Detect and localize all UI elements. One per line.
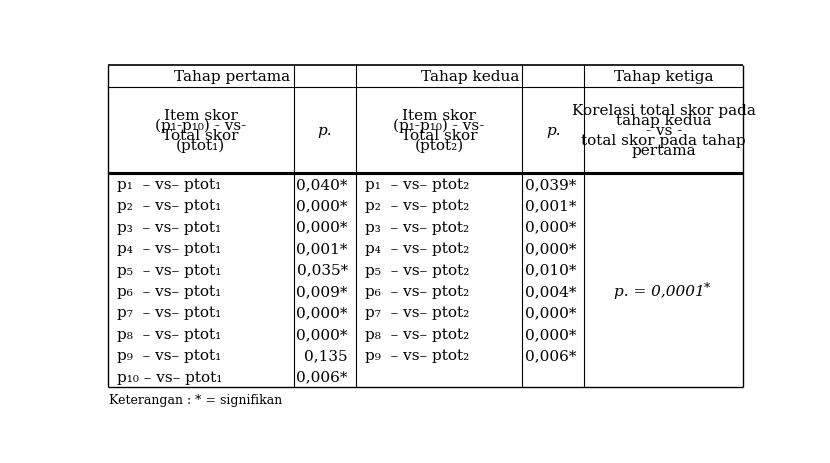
Text: p.: p. — [317, 124, 332, 138]
Text: Tahap pertama: Tahap pertama — [173, 70, 290, 84]
Text: Total skor: Total skor — [163, 129, 239, 143]
Text: p₇  – vs– ptot₁: p₇ – vs– ptot₁ — [117, 306, 221, 320]
Text: 0,000*: 0,000* — [525, 242, 577, 256]
Text: 0,000*: 0,000* — [525, 327, 577, 341]
Text: Tahap kedua: Tahap kedua — [421, 70, 519, 84]
Text: p₃  – vs– ptot₁: p₃ – vs– ptot₁ — [117, 220, 221, 234]
Text: 0,004*: 0,004* — [525, 284, 577, 298]
Text: p₆  – vs– ptot₁: p₆ – vs– ptot₁ — [117, 284, 221, 298]
Text: p₂  – vs– ptot₂: p₂ – vs– ptot₂ — [365, 199, 469, 213]
Text: 0,010*: 0,010* — [525, 263, 577, 277]
Text: (p₁-p₁₀) - vs-: (p₁-p₁₀) - vs- — [393, 119, 485, 133]
Text: 0,000*: 0,000* — [296, 306, 348, 320]
Text: 0,001*: 0,001* — [525, 199, 577, 213]
Text: p₇  – vs– ptot₂: p₇ – vs– ptot₂ — [365, 306, 469, 320]
Text: p₅  – vs– ptot₂: p₅ – vs– ptot₂ — [365, 263, 469, 277]
Text: 0,135: 0,135 — [305, 349, 348, 363]
Text: (p₁-p₁₀) - vs-: (p₁-p₁₀) - vs- — [155, 119, 247, 133]
Text: p₂  – vs– ptot₁: p₂ – vs– ptot₁ — [117, 199, 221, 213]
Text: p₄  – vs– ptot₁: p₄ – vs– ptot₁ — [117, 242, 221, 256]
Text: pertama: pertama — [632, 144, 696, 158]
Text: Tahap ketiga: Tahap ketiga — [614, 70, 714, 84]
Text: 0,000*: 0,000* — [525, 306, 577, 320]
Text: p₈  – vs– ptot₂: p₈ – vs– ptot₂ — [365, 327, 469, 341]
Text: p₈  – vs– ptot₁: p₈ – vs– ptot₁ — [117, 327, 221, 341]
Text: p₉  – vs– ptot₁: p₉ – vs– ptot₁ — [117, 349, 221, 363]
Text: p₁  – vs– ptot₁: p₁ – vs– ptot₁ — [117, 178, 221, 192]
Text: 0,000*: 0,000* — [296, 327, 348, 341]
Text: p₄  – vs– ptot₂: p₄ – vs– ptot₂ — [365, 242, 469, 256]
Text: - vs -: - vs - — [646, 124, 682, 138]
Text: p₅  – vs– ptot₁: p₅ – vs– ptot₁ — [117, 263, 222, 277]
Text: total skor pada tahap: total skor pada tahap — [581, 134, 746, 148]
Text: 0,000*: 0,000* — [296, 199, 348, 213]
Text: Korelasi total skor pada: Korelasi total skor pada — [572, 104, 755, 118]
Text: p₁  – vs– ptot₂: p₁ – vs– ptot₂ — [365, 178, 469, 192]
Text: p₆  – vs– ptot₂: p₆ – vs– ptot₂ — [365, 284, 469, 298]
Text: 0,006*: 0,006* — [525, 349, 577, 363]
Text: p₉  – vs– ptot₂: p₉ – vs– ptot₂ — [365, 349, 469, 363]
Text: (ptot₂): (ptot₂) — [414, 138, 464, 153]
Text: 0,000*: 0,000* — [525, 220, 577, 234]
Text: 0,006*: 0,006* — [296, 370, 348, 384]
Text: 0,000*: 0,000* — [296, 220, 348, 234]
Text: p₁₀ – vs– ptot₁: p₁₀ – vs– ptot₁ — [117, 370, 222, 384]
Text: p.: p. — [546, 124, 560, 138]
Text: tahap kedua: tahap kedua — [616, 114, 711, 128]
Text: 0,040*: 0,040* — [296, 178, 348, 192]
Text: 0,039*: 0,039* — [525, 178, 577, 192]
Text: Total skor: Total skor — [401, 129, 477, 143]
Text: Item skor: Item skor — [164, 109, 237, 123]
Text: p. = 0,0001: p. = 0,0001 — [614, 284, 706, 298]
Text: Keterangan : * = signifikan: Keterangan : * = signifikan — [110, 393, 282, 406]
Text: Item skor: Item skor — [402, 109, 476, 123]
Text: (ptot₁): (ptot₁) — [176, 138, 225, 153]
Text: 0,009*: 0,009* — [296, 284, 348, 298]
Text: 0,001*: 0,001* — [296, 242, 348, 256]
Text: 0,035*: 0,035* — [296, 263, 348, 277]
Text: *: * — [704, 281, 710, 294]
Text: p₃  – vs– ptot₂: p₃ – vs– ptot₂ — [365, 220, 469, 234]
